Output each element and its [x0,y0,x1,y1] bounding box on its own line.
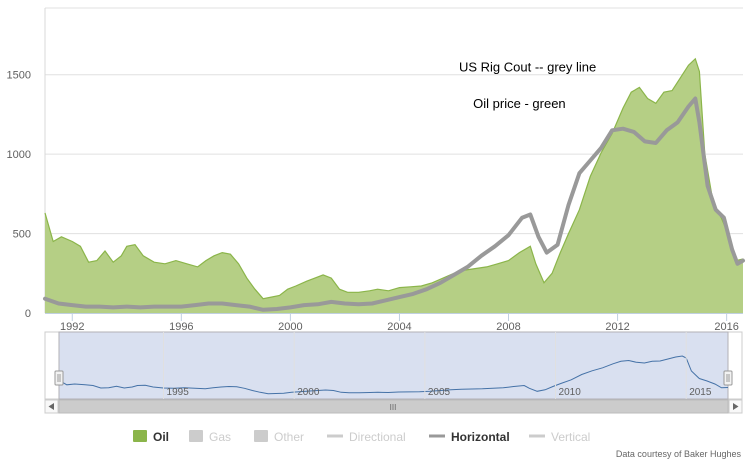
annotation-text: US Rig Cout -- grey line [459,60,596,75]
credit-text[interactable]: Data courtesy of Baker Hughes [616,449,742,459]
horizontal-rig-count-line [43,96,745,312]
x-axis: 1992 1996 2000 2004 2008 2012 2016 [45,313,743,333]
plot-area [43,57,745,313]
legend-swatch [254,430,268,442]
scrollbar-thumb[interactable] [58,399,729,414]
legend-label: Horizontal [451,430,510,444]
legend-item-gas[interactable]: Gas [189,430,231,444]
navigator-tick-label: 2015 [689,387,712,398]
legend-label: Other [274,430,304,444]
annotations: US Rig Cout -- grey line Oil price - gree… [459,60,596,112]
navigator-right-handle[interactable] [723,370,733,386]
navigator-left-handle[interactable] [54,370,64,386]
legend-swatch [189,430,203,442]
y-tick-label: 1000 [7,149,31,161]
navigator-selection[interactable] [58,331,729,400]
legend-item-vertical[interactable]: Vertical [529,430,590,444]
legend-item-horizontal[interactable]: Horizontal [429,430,510,444]
x-tick-label: 2000 [278,321,302,333]
x-tick-label: 2012 [605,321,629,333]
x-tick-label: 1992 [60,321,84,333]
legend-label: Oil [153,430,169,444]
y-tick-label: 500 [13,229,31,241]
legend-swatch [133,430,147,442]
navigator-tick-label: 2005 [428,387,451,398]
navigator-tick-label: 2010 [559,387,582,398]
legend-item-directional[interactable]: Directional [327,430,406,444]
x-tick-label: 2004 [387,321,411,333]
legend-item-oil[interactable]: Oil [133,430,169,444]
legend-label: Vertical [551,430,590,444]
legend: Oil Gas Other Directional Horizontal Vertical [133,430,590,444]
y-tick-label: 1500 [7,70,31,82]
scrollbar-grip-icon[interactable]: III [390,403,397,412]
x-tick-label: 1996 [169,321,193,333]
legend-label: Gas [209,430,231,444]
x-tick-label: 2016 [714,321,738,333]
y-tick-label: 0 [25,308,31,320]
legend-label: Directional [349,430,406,444]
arrow-right-icon [733,403,739,410]
arrow-left-icon [48,403,54,410]
navigator[interactable]: 1995 2000 2005 2010 2015 III [44,331,743,414]
y-axis: 0 500 1000 1500 [7,70,31,320]
x-tick-label: 2008 [496,321,520,333]
oil-area-series [45,58,743,313]
oil-series-outline [44,57,744,300]
navigator-tick-label: 2000 [297,387,320,398]
annotation-text: Oil price - green [473,96,565,111]
navigator-tick-label: 1995 [167,387,190,398]
legend-item-other[interactable]: Other [254,430,304,444]
